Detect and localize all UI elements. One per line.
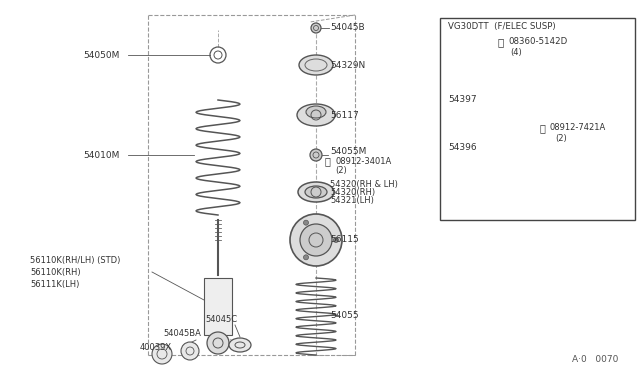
Text: 40039X: 40039X — [140, 343, 172, 353]
Text: A·0  0070: A·0 0070 — [572, 355, 618, 364]
Text: (2): (2) — [335, 167, 347, 176]
Text: Ⓝ: Ⓝ — [325, 156, 331, 166]
Bar — [204, 278, 232, 335]
Circle shape — [303, 255, 308, 260]
Circle shape — [207, 332, 229, 354]
Circle shape — [311, 23, 321, 33]
Text: (2): (2) — [555, 135, 567, 144]
Text: 56110K(RH): 56110K(RH) — [30, 267, 81, 276]
Text: 56117: 56117 — [330, 110, 359, 119]
Circle shape — [508, 163, 552, 207]
Text: VG30DTT  (F/ELEC SUSP): VG30DTT (F/ELEC SUSP) — [448, 22, 556, 31]
Ellipse shape — [299, 55, 333, 75]
Circle shape — [152, 344, 172, 364]
Text: 54045C: 54045C — [205, 315, 237, 324]
Ellipse shape — [298, 182, 334, 202]
Text: 54320(RH & LH): 54320(RH & LH) — [330, 180, 398, 189]
Text: 56111K(LH): 56111K(LH) — [30, 279, 79, 289]
Text: 54045B: 54045B — [330, 23, 365, 32]
Text: 54329N: 54329N — [330, 61, 365, 70]
Text: 54397: 54397 — [448, 96, 477, 105]
Circle shape — [181, 342, 199, 360]
Ellipse shape — [229, 338, 251, 352]
Circle shape — [300, 224, 332, 256]
Text: Ⓢ: Ⓢ — [497, 37, 503, 47]
Text: 54055: 54055 — [330, 311, 358, 320]
Text: 56110K(RH/LH) (STD): 56110K(RH/LH) (STD) — [30, 256, 120, 264]
Text: 54320(RH): 54320(RH) — [330, 187, 375, 196]
Text: 56115: 56115 — [330, 235, 359, 244]
Ellipse shape — [306, 106, 326, 118]
Text: 08912-3401A: 08912-3401A — [335, 157, 391, 166]
Circle shape — [303, 220, 308, 225]
Text: 08912-7421A: 08912-7421A — [550, 124, 606, 132]
Text: 54045BA: 54045BA — [163, 330, 201, 339]
Ellipse shape — [495, 93, 525, 107]
Circle shape — [528, 58, 532, 62]
Text: 54050M: 54050M — [83, 51, 120, 60]
Text: 08360-5142D: 08360-5142D — [508, 38, 567, 46]
Bar — [440, 18, 635, 220]
Circle shape — [290, 214, 342, 266]
Text: 54321(LH): 54321(LH) — [330, 196, 374, 205]
Circle shape — [518, 173, 542, 197]
Ellipse shape — [297, 104, 335, 126]
Ellipse shape — [305, 186, 327, 198]
Circle shape — [333, 237, 339, 243]
Text: Ⓝ: Ⓝ — [540, 123, 546, 133]
Text: 54010M: 54010M — [83, 151, 120, 160]
Text: 54055M: 54055M — [330, 147, 366, 155]
Text: (4): (4) — [510, 48, 522, 58]
Circle shape — [310, 149, 322, 161]
Circle shape — [525, 123, 535, 133]
Text: 54396: 54396 — [448, 144, 477, 153]
